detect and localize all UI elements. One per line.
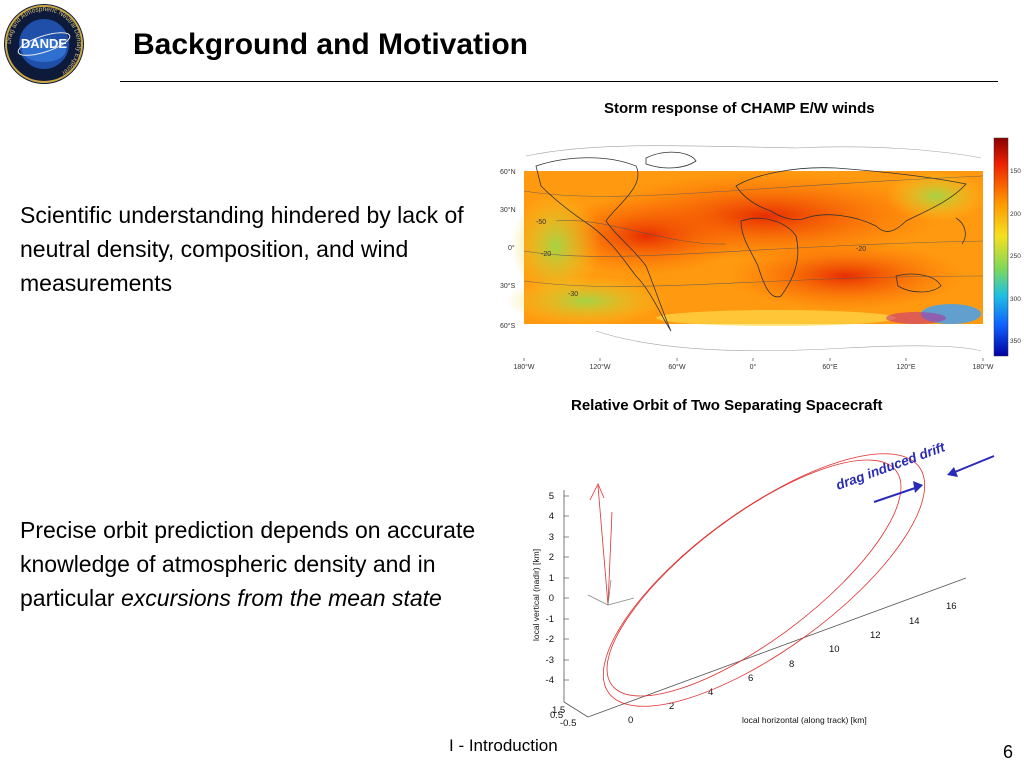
coastlines (535, 151, 967, 332)
page-number: 6 (1003, 742, 1014, 762)
map-caption: Storm response of CHAMP E/W winds (604, 100, 875, 117)
x-tick-label: 14 (909, 616, 920, 627)
dande-logo: Drag and Atmospheric Neutral Density Exp… (4, 4, 84, 84)
drift-arrowhead-right (947, 467, 958, 477)
contour-label: -50 (536, 219, 546, 226)
y-axis-ticks (564, 495, 569, 681)
drift-annotation: drag induced drift (834, 439, 947, 493)
y-tick-label: 3 (549, 532, 554, 543)
x-tick-label: 0 (628, 715, 633, 726)
contours (523, 175, 984, 287)
wind-map-figure: -50 -20 -30 -20 60°N 30°N 0° 30°S 60°S 1… (500, 137, 1021, 371)
lat-labels: 60°N 30°N 0° 30°S 60°S (500, 168, 516, 330)
z-axis-tick-labels: 1.5 0.5 -0.5 (550, 705, 576, 729)
slide-title: Background and Motivation (133, 28, 529, 61)
lat-label: 30°S (500, 282, 516, 290)
lat-label: 60°S (500, 322, 516, 330)
x-tick-label: 16 (946, 601, 957, 612)
x-tick-label: 10 (829, 644, 840, 655)
logo-center-text: DANDE (21, 36, 68, 51)
y-tick-label: -2 (546, 634, 554, 645)
lon-label: 120°W (589, 363, 610, 371)
wind-field (506, 171, 986, 326)
bullet-text-2-plain: Precise orbit prediction depends on accu… (20, 517, 476, 611)
contour-labels: -50 -20 -30 -20 (536, 219, 866, 298)
local-frame-axes (587, 579, 635, 606)
y-tick-label: 2 (549, 552, 554, 563)
contour-label: -30 (568, 291, 578, 298)
y-tick-label: 5 (549, 491, 554, 502)
x-axis-label: local horizontal (along track) [km] (742, 715, 867, 725)
lon-ticks (523, 358, 984, 361)
colorbar-label: 300 (1010, 296, 1021, 303)
y-tick-label: -3 (546, 655, 554, 666)
z-tick-label: -0.5 (560, 718, 576, 729)
colorbar-label: 350 (1010, 338, 1021, 345)
y-tick-label: 0 (549, 593, 554, 604)
lon-labels: 180°W 120°W 60°W 0° 60°E 120°E 180°W (513, 363, 993, 371)
colorbar-label: 250 (1010, 253, 1021, 260)
x-tick-label: 12 (870, 630, 881, 641)
colorbar-label: 150 (1010, 168, 1021, 175)
lon-label: 60°W (668, 363, 686, 371)
y-tick-label: -4 (546, 675, 554, 686)
lon-label: 60°E (822, 363, 838, 371)
orbit-caption: Relative Orbit of Two Separating Spacecr… (571, 397, 883, 414)
x-tick-label: 2 (669, 701, 674, 712)
z-tick-label: 1.5 (552, 705, 565, 716)
y-tick-label: -1 (546, 614, 554, 625)
lon-label: 180°W (513, 363, 534, 371)
lat-label: 30°N (500, 206, 516, 214)
bullet-text-1: Scientific understanding hindered by lac… (20, 202, 464, 296)
lon-label: 120°E (896, 363, 915, 371)
bullet-text-2-italic: excursions from the mean state (120, 585, 442, 611)
title-divider (120, 81, 998, 82)
z-tick-label: 0.5 (550, 710, 563, 721)
x-axis (587, 577, 967, 718)
lon-label: 0° (750, 363, 757, 371)
y-axis-label: local vertical (nadir) [km] (531, 549, 541, 641)
orbit-paths (602, 453, 926, 707)
x-tick-label: 4 (708, 687, 713, 698)
drift-arrowhead-left (913, 481, 923, 493)
y-tick-label: 1 (549, 573, 554, 584)
lat-label: 60°N (500, 168, 516, 176)
y-tick-label: 4 (549, 511, 554, 522)
drift-arrows (873, 455, 995, 503)
orbit-ellipse-inner (606, 459, 902, 697)
contour-label: -20 (541, 251, 551, 258)
x-axis-tick-labels: 0 2 4 6 8 10 12 14 16 (628, 601, 957, 726)
lon-label: 180°W (972, 363, 993, 371)
z-axis (563, 701, 589, 718)
orbit-ellipse-outer (602, 453, 926, 707)
outer-coastlines (525, 145, 982, 352)
footer-section-label: I - Introduction (449, 736, 558, 755)
y-axis-tick-labels: 5 4 3 2 1 0 -1 -2 -3 -4 (546, 491, 554, 686)
lat-label: 0° (508, 244, 515, 252)
colorbar (993, 137, 1009, 357)
colorbar-label: 200 (1010, 211, 1021, 218)
colorbar-labels: 150 200 250 300 350 (1010, 168, 1021, 345)
bullet-text-2: Precise orbit prediction depends on accu… (20, 513, 490, 615)
x-tick-label: 8 (789, 659, 794, 670)
relative-orbit-figure: 5 4 3 2 1 0 -1 -2 -3 -4 local vertical (… (531, 439, 995, 729)
local-frame-arrows (589, 483, 613, 606)
x-tick-label: 6 (748, 673, 753, 684)
contour-label: -20 (856, 246, 866, 253)
